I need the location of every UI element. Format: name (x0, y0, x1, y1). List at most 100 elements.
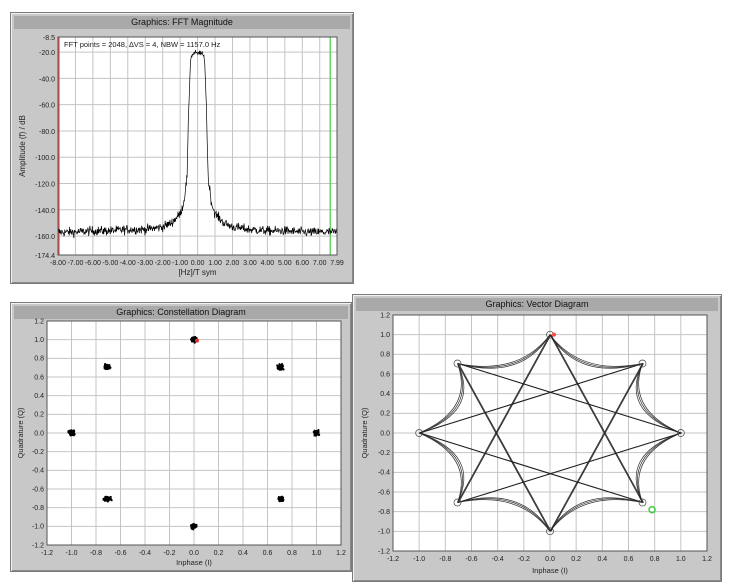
y-tick-label: -174.4 (35, 253, 55, 260)
y-tick-label: -0.8 (378, 509, 390, 516)
x-tick-label: 0.8 (650, 556, 660, 563)
y-tick-label: -1.0 (32, 524, 44, 531)
vector-transition (419, 432, 462, 503)
y-tick-label: 0.4 (34, 393, 44, 400)
y-tick-label: 0.0 (34, 430, 44, 437)
x-tick-label: -1.2 (387, 556, 399, 563)
y-tick-label: -40.0 (39, 76, 55, 83)
vector-transition (549, 334, 643, 367)
fft-info-annotation: FFT points = 2048, ∆VS = 4, NBW = 1157.0… (64, 40, 221, 49)
constellation-point (193, 337, 196, 340)
x-tick-label: -5.00 (102, 260, 118, 267)
constellation-point (190, 524, 193, 527)
constellation-point (69, 430, 72, 433)
x-tick-label: -1.0 (413, 556, 425, 563)
y-tick-label: -0.8 (32, 505, 44, 512)
y-tick-label: -0.2 (378, 450, 390, 457)
constellation-point-ring (415, 429, 424, 437)
x-tick-label: -8.00 (50, 260, 66, 267)
x-axis-label: Inphase (I) (532, 566, 568, 575)
constellation-cluster (102, 495, 113, 503)
constellation-point-ring (546, 527, 554, 536)
x-tick-label: 1.2 (336, 550, 346, 557)
constellation-point (193, 526, 196, 529)
x-tick-label: -0.6 (114, 550, 126, 557)
fft-chart: -8.00 -7.00 -6.00 -5.00 -4.00 -3.00 -2.00 -1.00… (18, 35, 344, 277)
constellation-point (109, 366, 112, 369)
y-tick-label: -0.6 (32, 486, 44, 493)
y-tick-label: 0.2 (380, 411, 390, 418)
vector-transition (458, 363, 682, 434)
constellation-chart: -1.2 -1.0 -0.8 -0.6 -0.4 -0.2 0.0 0.2 0.4 0.6 0.8 1… (16, 318, 346, 567)
vector-transition (549, 498, 643, 532)
constellation-point (73, 433, 76, 436)
vector-transition (550, 363, 644, 532)
y-tick-label: -0.4 (32, 468, 44, 475)
end-marker (648, 505, 656, 514)
x-tick-label: 2.00 (226, 260, 240, 267)
vector-window-title: Graphics: Vector Diagram (356, 298, 718, 311)
x-tick-label: -0.8 (439, 556, 451, 563)
constellation-point-ring (676, 429, 685, 437)
constellation-point (106, 500, 109, 503)
x-tick-label: -2.00 (155, 260, 171, 267)
constellation-point (281, 367, 284, 370)
x-tick-label: 4.00 (261, 260, 275, 267)
constellation-point (69, 433, 72, 436)
start-marker (195, 338, 199, 343)
vector-transition (549, 334, 643, 503)
vector-transition (549, 334, 643, 369)
x-tick-label: 6.00 (295, 260, 309, 267)
plot-border (392, 314, 708, 552)
y-tick-label: -0.6 (378, 489, 390, 496)
vector-transition (457, 334, 551, 369)
constellation-point (281, 363, 284, 366)
y-tick-label: -1.2 (32, 542, 44, 549)
constellation-point (278, 497, 281, 500)
constellation-point (105, 365, 108, 368)
vector-transition (458, 432, 682, 503)
fft-window-title: Graphics: FFT Magnitude (14, 16, 350, 29)
y-tick-label: -60.0 (39, 103, 55, 110)
x-tick-label: 0.4 (597, 556, 607, 563)
constellation-point (109, 495, 112, 499)
constellation-point (106, 498, 109, 501)
vector-transition (457, 334, 551, 368)
y-tick-label: 0.8 (34, 356, 44, 363)
y-tick-label: 1.2 (380, 312, 390, 319)
y-tick-label: -20.0 (39, 50, 55, 57)
x-tick-label: 0.0 (545, 556, 555, 563)
x-tick-label: 3.00 (243, 260, 257, 267)
x-tick-label: -7.00 (67, 260, 83, 267)
constellation-point-ring (453, 498, 462, 507)
constellation-point (108, 498, 111, 501)
x-tick-label: -0.2 (163, 550, 175, 557)
vector-transition (419, 363, 463, 434)
vector-transition (457, 497, 551, 532)
vector-transition (419, 432, 463, 503)
vector-transition (419, 432, 465, 503)
constellation-point (280, 497, 283, 500)
y-tick-label: 0.2 (34, 412, 44, 419)
constellation-point (277, 366, 281, 370)
vector-transition (549, 334, 643, 368)
x-tick-label: 0.4 (238, 550, 248, 557)
vector-transition (419, 363, 465, 434)
vector-transition (549, 499, 643, 532)
constellation-cluster (276, 363, 285, 371)
x-tick-label: 7.00 (313, 260, 327, 267)
vector-transition (458, 363, 552, 532)
vector-trajectories (419, 334, 682, 532)
x-tick-label: 0.2 (214, 550, 224, 557)
x-tick-label: 0.6 (263, 550, 273, 557)
x-tick-label: -3.00 (137, 260, 153, 267)
x-tick-label: -4.00 (120, 260, 136, 267)
x-tick-label: -0.4 (492, 556, 504, 563)
vector-transition (457, 499, 551, 532)
x-tick-label: 1.2 (702, 556, 712, 563)
vector-transition (419, 363, 462, 434)
vector-transition (457, 334, 551, 367)
constellation-window-title: Graphics: Constellation Diagram (14, 306, 348, 319)
constellation-point (192, 523, 195, 526)
y-axis-label: Amplitude (f) / dB (18, 115, 27, 177)
